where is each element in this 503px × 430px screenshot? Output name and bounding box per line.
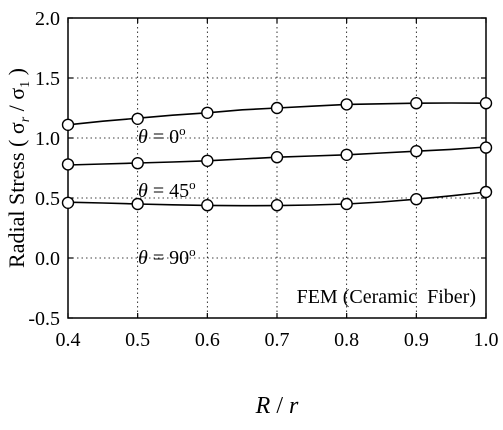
- x-axis-label: R / r: [255, 393, 299, 419]
- y-axis-label-mid: / σ: [4, 88, 29, 117]
- y-axis-label-sub-1: 1: [18, 81, 33, 88]
- data-point-marker: [479, 96, 493, 110]
- data-point-marker: [410, 192, 423, 206]
- x-tick-labels: 0.4 0.5 0.6 0.7 0.8 0.9 1.0: [56, 329, 499, 351]
- equals-sign: =: [148, 180, 169, 202]
- x-axis-label-r: r: [289, 393, 299, 419]
- angle-value: 45: [169, 180, 189, 202]
- data-point-marker: [270, 198, 284, 212]
- grid-lines: [68, 18, 486, 318]
- annotation-fem: FEM (Ceramic Fiber): [297, 286, 476, 308]
- x-axis-label-R: R: [255, 393, 271, 419]
- x-tick-label: 0.6: [195, 329, 220, 351]
- series-label-theta-90: θ = 90o: [138, 244, 196, 269]
- y-tick-label: 1.0: [35, 128, 60, 150]
- y-axis-label-sub-r: r: [18, 116, 33, 122]
- y-axis-label-main: Radial Stress ( σ: [4, 122, 29, 268]
- data-point-marker: [340, 197, 353, 211]
- equals-sign: =: [148, 126, 169, 148]
- y-tick-label: 0.0: [35, 248, 60, 270]
- x-axis-label-slash: /: [270, 393, 289, 419]
- x-tick-label: 0.5: [125, 329, 150, 351]
- data-point-marker: [479, 185, 493, 199]
- data-point-marker: [131, 156, 144, 170]
- y-tick-label: 0.5: [35, 188, 60, 210]
- x-tick-label: 1.0: [474, 329, 499, 351]
- y-tick-labels: -0.5 0.0 0.5 1.0 1.5 2.0: [28, 8, 60, 330]
- series-label-theta-45: θ = 45o: [138, 177, 196, 202]
- data-point-marker: [479, 141, 493, 154]
- y-tick-label: -0.5: [28, 308, 60, 330]
- data-point-marker: [410, 144, 423, 158]
- data-point-marker: [270, 101, 284, 115]
- x-tick-label: 0.8: [334, 329, 359, 351]
- y-axis-label: Radial Stress ( σr / σ1 ): [4, 68, 33, 268]
- data-point-marker: [131, 112, 144, 126]
- y-tick-label: 2.0: [35, 8, 60, 30]
- data-point-marker: [61, 118, 75, 132]
- data-point-marker: [61, 158, 75, 171]
- data-point-marker: [340, 148, 353, 162]
- x-tick-label: 0.7: [265, 329, 290, 351]
- angle-value: 0: [169, 126, 179, 148]
- series-markers: [61, 96, 493, 212]
- degree-sign: o: [189, 177, 196, 192]
- degree-sign: o: [179, 123, 186, 138]
- data-point-marker: [201, 154, 214, 168]
- y-tick-label: 1.5: [35, 68, 60, 90]
- data-point-marker: [201, 198, 214, 212]
- y-axis-label-end: ): [4, 68, 29, 81]
- data-point-marker: [340, 98, 353, 111]
- data-point-marker: [201, 106, 214, 120]
- theta-symbol: θ: [138, 180, 148, 202]
- theta-symbol: θ: [138, 126, 148, 148]
- equals-sign: =: [148, 247, 169, 269]
- x-tick-label: 0.4: [56, 329, 81, 351]
- data-point-marker: [131, 197, 144, 211]
- data-point-marker: [61, 196, 75, 210]
- angle-value: 90: [169, 247, 189, 269]
- data-point-marker: [410, 96, 423, 110]
- data-point-marker: [270, 150, 284, 164]
- series-label-theta-0: θ = 0o: [138, 123, 186, 148]
- degree-sign: o: [189, 244, 196, 259]
- x-tick-label: 0.9: [404, 329, 429, 351]
- theta-symbol: θ: [138, 247, 148, 269]
